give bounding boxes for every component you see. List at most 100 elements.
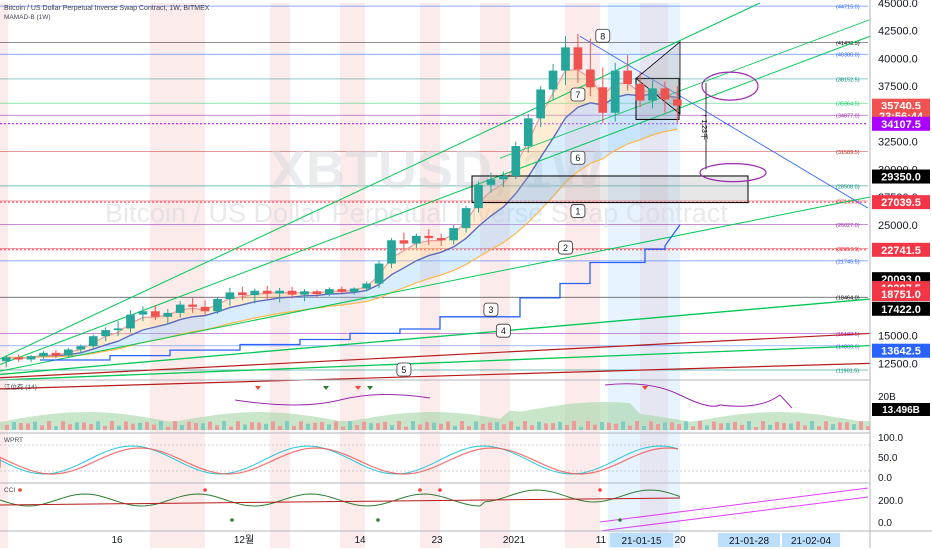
- trendline[interactable]: [0, 344, 871, 381]
- candle[interactable]: [188, 297, 197, 313]
- candle[interactable]: [548, 63, 558, 100]
- candle[interactable]: [250, 288, 260, 304]
- candle[interactable]: [88, 334, 98, 349]
- candle[interactable]: [113, 321, 123, 337]
- candlestick-series[interactable]: [1, 34, 682, 368]
- candle[interactable]: [262, 285, 272, 300]
- candle[interactable]: [635, 71, 645, 108]
- candle[interactable]: [486, 172, 496, 193]
- time-range-tag[interactable]: 21-01-28: [718, 533, 780, 547]
- price-tag[interactable]: 22741.5: [872, 242, 930, 257]
- price-tag[interactable]: 13642.5: [872, 343, 930, 358]
- candle[interactable]: [561, 36, 570, 86]
- candle[interactable]: [349, 287, 359, 295]
- price-tag[interactable]: 34107.5: [872, 116, 930, 131]
- cci-trendline[interactable]: [599, 487, 869, 523]
- trendline[interactable]: [0, 2, 761, 360]
- candle[interactable]: [573, 34, 583, 83]
- candle[interactable]: [660, 81, 670, 113]
- candle[interactable]: [412, 233, 421, 249]
- cci-marker: [598, 488, 602, 492]
- candle[interactable]: [362, 281, 371, 292]
- time-range-tag[interactable]: 21-01-15: [610, 533, 673, 547]
- candle[interactable]: [39, 351, 48, 359]
- step-support-line[interactable]: [40, 224, 681, 361]
- candle[interactable]: [213, 296, 222, 315]
- zone-box[interactable]: [471, 175, 749, 204]
- candle[interactable]: [163, 309, 173, 325]
- volume-bar: [61, 421, 65, 430]
- ma-ribbon-fast: [6, 69, 678, 359]
- candle[interactable]: [51, 350, 61, 359]
- candle[interactable]: [523, 113, 533, 153]
- candle[interactable]: [387, 238, 396, 269]
- session-band: [270, 3, 290, 548]
- volume-bar: [306, 423, 310, 430]
- candle[interactable]: [374, 260, 384, 288]
- candle-body: [374, 263, 384, 284]
- level-label: (14083.0): [836, 344, 860, 350]
- candle[interactable]: [14, 354, 23, 362]
- volume-bar: [523, 421, 527, 430]
- volume-bar: [341, 426, 345, 430]
- time-axis[interactable]: 16 12월 14 23 2021 11 20 21-01-15 21-01-28 21-02-0…: [0, 530, 932, 547]
- price-tag[interactable]: 17422.0: [872, 301, 930, 316]
- price-axis[interactable]: 45000.042500.040000.037500.035000.032500…: [869, 0, 932, 548]
- candle[interactable]: [424, 229, 434, 245]
- candle[interactable]: [648, 80, 657, 109]
- candle[interactable]: [287, 286, 297, 299]
- trendline[interactable]: [0, 35, 871, 365]
- candle[interactable]: [200, 300, 210, 315]
- volume-bar: [425, 422, 429, 430]
- candle[interactable]: [76, 344, 86, 354]
- cci-trendline[interactable]: [599, 496, 869, 532]
- candle[interactable]: [586, 38, 595, 97]
- highlight-ellipse[interactable]: [701, 71, 759, 101]
- trendline[interactable]: [499, 19, 871, 159]
- candle[interactable]: [511, 141, 521, 180]
- candle[interactable]: [623, 55, 632, 91]
- volume-bar: [110, 421, 114, 430]
- price-tag[interactable]: 18751.0: [872, 287, 930, 302]
- candle[interactable]: [610, 62, 620, 122]
- candle[interactable]: [101, 327, 110, 342]
- highlight-ellipse[interactable]: [699, 163, 767, 183]
- candle[interactable]: [337, 286, 347, 294]
- wave-label-text: 1: [575, 206, 580, 216]
- candle[interactable]: [325, 287, 334, 297]
- candle[interactable]: [536, 86, 545, 128]
- candle[interactable]: [26, 355, 36, 363]
- candle[interactable]: [399, 232, 409, 251]
- time-range-tag[interactable]: 21-02-04: [782, 533, 840, 547]
- candle[interactable]: [138, 306, 148, 322]
- volume-bar: [460, 421, 464, 430]
- candle[interactable]: [64, 347, 73, 358]
- candle[interactable]: [175, 301, 185, 318]
- candle[interactable]: [436, 233, 446, 246]
- candle[interactable]: [275, 287, 284, 303]
- volume-bar: [19, 422, 23, 430]
- candle[interactable]: [461, 205, 471, 233]
- trend-drawings[interactable]: ↑ 1.23千: [0, 2, 871, 532]
- volume-bar: [439, 423, 443, 430]
- candle[interactable]: [1, 356, 11, 368]
- trendline[interactable]: [0, 298, 871, 376]
- candle[interactable]: [126, 310, 135, 333]
- candle[interactable]: [449, 224, 458, 245]
- candle[interactable]: [300, 289, 309, 302]
- candle[interactable]: [598, 67, 608, 123]
- candle[interactable]: [225, 287, 235, 306]
- candle[interactable]: [673, 86, 682, 123]
- price-tag[interactable]: 29350.0: [872, 169, 930, 184]
- candle[interactable]: [499, 171, 508, 188]
- candle[interactable]: [238, 286, 247, 301]
- candle[interactable]: [474, 181, 483, 213]
- trendline[interactable]: [0, 196, 871, 372]
- volume-bar: [824, 421, 828, 430]
- candle[interactable]: [312, 289, 322, 298]
- trendline[interactable]: [0, 362, 871, 390]
- price-tag[interactable]: 27039.5: [872, 195, 930, 210]
- candle[interactable]: [151, 305, 160, 321]
- trendline[interactable]: [0, 332, 871, 379]
